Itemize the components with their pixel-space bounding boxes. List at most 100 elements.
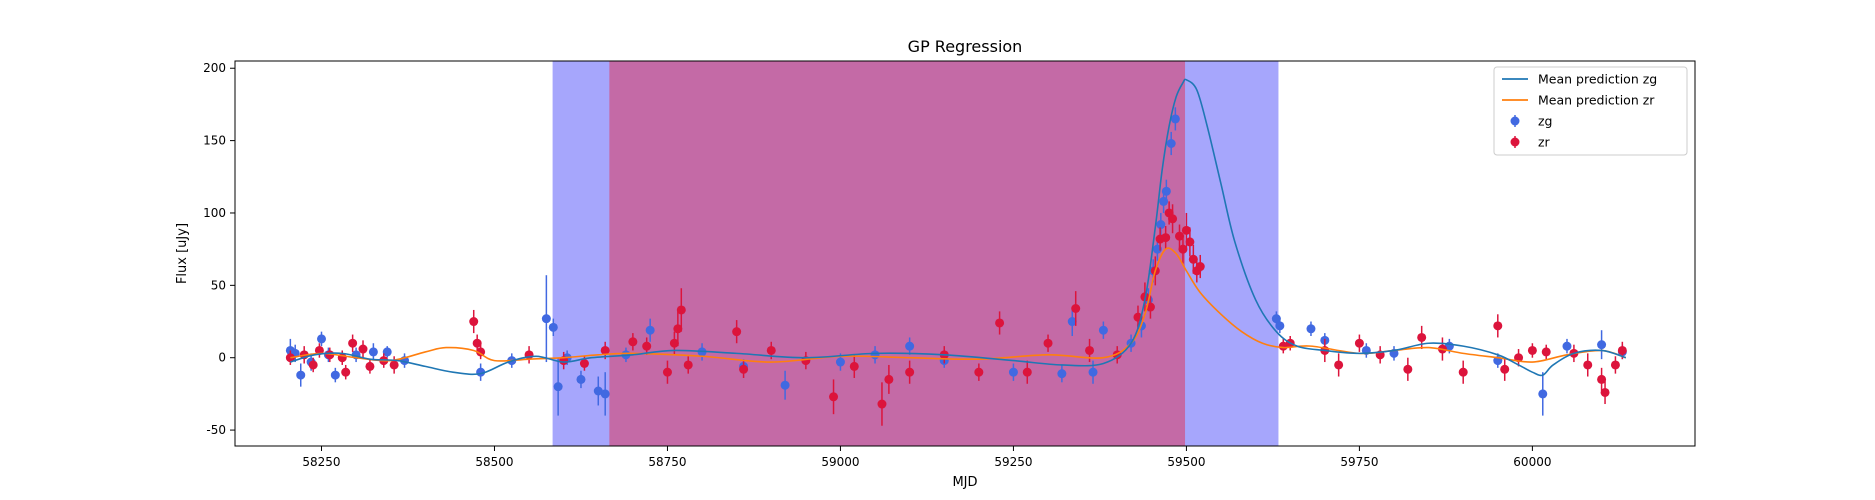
zg-point (905, 341, 915, 351)
zr-point (1610, 360, 1620, 370)
zr-point (676, 305, 686, 315)
zr-point (974, 367, 984, 377)
legend-box (1493, 66, 1688, 156)
zg-point (1170, 114, 1180, 124)
legend-marker-swatch (1510, 137, 1520, 147)
zg-point (368, 347, 378, 357)
zr-point (1043, 338, 1053, 348)
zg-point (1156, 220, 1166, 230)
legend-label: Mean prediction zr (1538, 93, 1655, 108)
zr-point (849, 361, 859, 371)
zr-point (884, 374, 894, 384)
prediction-lines (290, 78, 1627, 377)
legend-label: zg (1538, 114, 1553, 129)
zg-point (835, 357, 845, 367)
zr-point (1188, 254, 1198, 264)
x-tick-label: 59000 (821, 455, 859, 469)
zr-point (1085, 345, 1095, 355)
legend-items: Mean prediction zg Mean prediction zr zg zr (1502, 72, 1657, 150)
y-tick-label: 200 (203, 61, 226, 75)
zr-point (1161, 233, 1171, 243)
y-tick-label: 150 (203, 134, 226, 148)
zr-point (1334, 360, 1344, 370)
zr-point (732, 327, 742, 337)
zr-point (673, 324, 683, 334)
x-tick-label: 58250 (302, 455, 340, 469)
zr-point (628, 337, 638, 347)
zr-point (1527, 345, 1537, 355)
zr-point (683, 360, 693, 370)
x-tick-label: 60000 (1513, 455, 1551, 469)
zg-point (541, 314, 551, 324)
zg-point (780, 380, 790, 390)
zg-point (1306, 324, 1316, 334)
zg-mean-prediction-line (290, 78, 1627, 377)
zr-point (472, 338, 482, 348)
zr-point (1354, 338, 1364, 348)
shaded-regions (552, 61, 1279, 446)
x-tick-label: 59750 (1340, 455, 1378, 469)
zr-point (1458, 367, 1468, 377)
zg-point (1538, 389, 1548, 399)
zr-point (1583, 360, 1593, 370)
zg-point (593, 386, 603, 396)
y-tick-label: 0 (218, 351, 226, 365)
zr-point (642, 341, 652, 351)
zr-point (1071, 304, 1081, 313)
zg-point (330, 370, 340, 380)
zg-point (645, 325, 655, 335)
zr-point (1541, 347, 1551, 357)
y-tick-label: 50 (211, 278, 226, 292)
zr-point (995, 318, 1005, 328)
zg-point (553, 382, 563, 392)
zg-point (382, 347, 392, 357)
zg-point (1597, 340, 1607, 350)
zr-point (877, 399, 887, 409)
zg-point (316, 334, 326, 344)
zg-point (1088, 367, 1098, 377)
zg-point (1166, 139, 1176, 148)
y-tick-label: -50 (206, 423, 226, 437)
zg-point (576, 374, 586, 384)
zg-point (548, 322, 558, 332)
zr-point (669, 338, 679, 348)
zr-point (600, 345, 610, 355)
zr-point (766, 345, 776, 355)
x-axis-label: MJD (952, 475, 977, 490)
zr-point (1195, 262, 1205, 272)
zr-point (358, 344, 368, 354)
zr-point (1185, 237, 1195, 247)
zr-point (1178, 244, 1188, 254)
legend-label: Mean prediction zg (1538, 72, 1657, 87)
zg-point (870, 350, 880, 360)
zr-point (662, 367, 672, 377)
zr-point (1403, 364, 1413, 374)
zr-point (341, 367, 351, 377)
zr-point (829, 392, 839, 402)
zr-errorbars (285, 201, 1627, 426)
y-tick-label: 100 (203, 206, 226, 220)
x-tick-label: 59500 (1167, 455, 1205, 469)
chart-title: GP Regression (908, 37, 1023, 56)
zg-point (1008, 367, 1018, 377)
zr-point (1417, 332, 1427, 342)
zg-point (296, 370, 306, 380)
x-tick-label: 59250 (994, 455, 1032, 469)
plot-frame (234, 60, 1696, 447)
zg-point (1562, 341, 1572, 351)
zr-point (1175, 231, 1185, 241)
legend-marker-swatch (1510, 116, 1520, 126)
x-tick-label: 58750 (648, 455, 686, 469)
zr-point (389, 360, 399, 370)
zr-point (1597, 374, 1607, 384)
legend: Mean prediction zg Mean prediction zr zg zr (1493, 66, 1688, 156)
legend-label: zr (1538, 135, 1551, 150)
zr-point (1617, 345, 1627, 355)
zg-point (1161, 186, 1171, 196)
zg-point (1098, 325, 1108, 335)
zr-point (1181, 225, 1191, 235)
zr-point (739, 364, 749, 374)
y-axis-ticks: -50 0 50 100 150 200 (203, 61, 235, 437)
zg-point (1057, 369, 1067, 379)
